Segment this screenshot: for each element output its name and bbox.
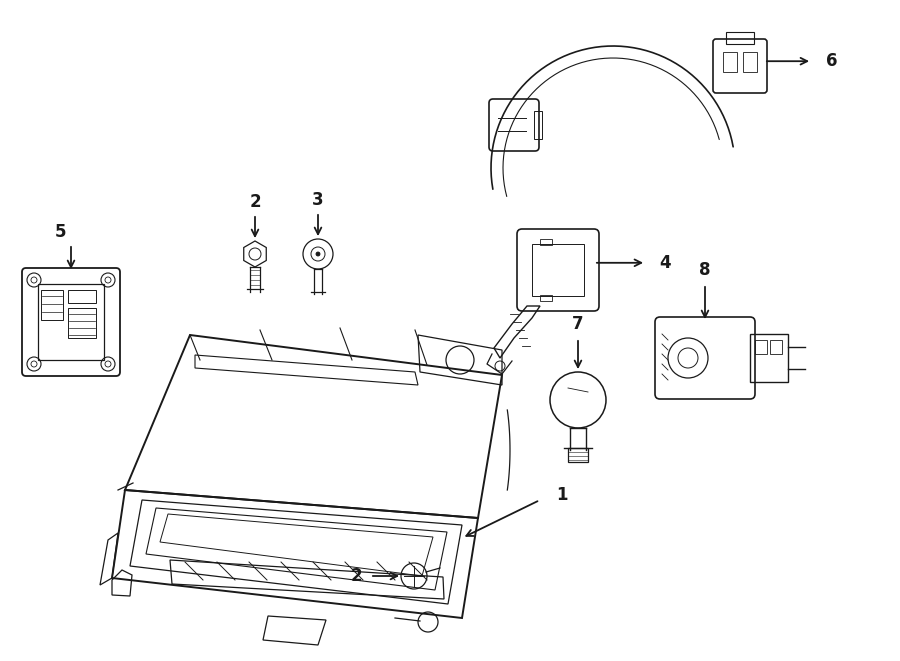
Bar: [532, 244, 584, 296]
Text: 2: 2: [249, 193, 261, 211]
Circle shape: [316, 252, 320, 256]
Bar: [540, 239, 552, 245]
Bar: [568, 448, 588, 462]
Bar: [726, 32, 754, 44]
Bar: [38, 284, 104, 360]
Bar: [743, 52, 757, 72]
Bar: [540, 295, 552, 301]
Bar: [770, 340, 782, 354]
Bar: [534, 111, 542, 139]
Bar: [750, 334, 788, 382]
Bar: [68, 308, 96, 338]
Text: 3: 3: [312, 191, 324, 209]
Text: 5: 5: [55, 223, 67, 241]
Bar: [41, 290, 63, 320]
Text: 4: 4: [659, 254, 670, 272]
Text: 6: 6: [826, 52, 838, 70]
Bar: [68, 290, 96, 303]
Text: 2: 2: [350, 567, 362, 585]
Text: 7: 7: [572, 315, 584, 333]
Bar: [755, 340, 767, 354]
Text: 1: 1: [556, 486, 568, 504]
Text: 8: 8: [699, 261, 711, 279]
Bar: [723, 52, 737, 72]
